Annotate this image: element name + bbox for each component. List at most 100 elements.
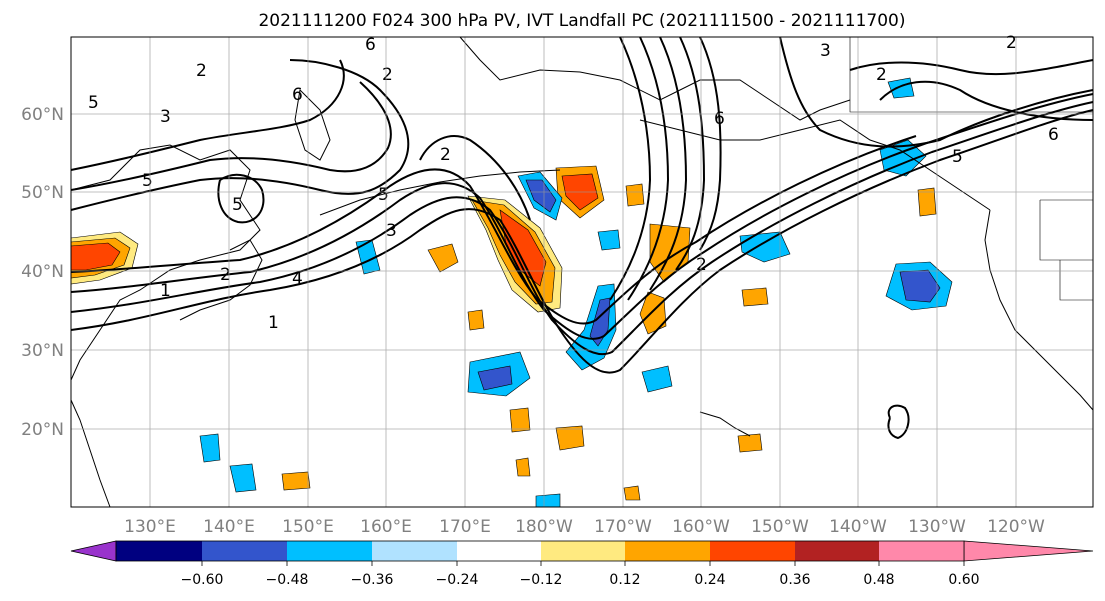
colorbar-segment [541,541,625,561]
contour-ridge-3 [649,36,688,291]
colorbar-right-extension [963,540,1094,562]
colorbar-tick-label: −0.36 [351,572,394,588]
colorbar-segment [372,541,457,561]
coast-east-asia [70,144,261,381]
anomaly-sub-negative-7 [535,493,561,508]
lon-label: 180°W [515,517,573,537]
coast-north-america [984,209,1094,411]
coast-japan-south [70,399,111,508]
contour-ridge-4 [675,36,706,271]
lon-label: 150°E [282,517,334,537]
contour-label: 1 [268,313,279,333]
lon-label: 160°W [672,517,730,537]
coast-kamchatka [294,88,331,161]
lat-label: 40°N [21,262,64,282]
latitude-labels: 60°N 50°N 40°N 30°N 20°N [21,105,64,440]
coast-hawaii [699,411,751,437]
contour-label: 4 [292,269,303,289]
contour-label: 5 [952,147,963,167]
contour-label: 1 [160,281,171,301]
contour-label: 2 [696,255,707,275]
colorbar-tick-label: −0.60 [181,572,224,588]
anomaly-sub-neg-core-1 [477,365,513,391]
lat-label: 20°N [21,420,64,440]
lon-label: 130°W [908,517,966,537]
figure-title: 2021111200 F024 300 hPa PV, IVT Landfall… [258,11,905,31]
colorbar-tick-marks [201,561,965,566]
contour-label-group: 6 2 5 3 6 5 1 2 4 1 2 3 5 2 3 6 2 5 2 6 … [88,33,1059,333]
anomaly-sub-negative-6 [597,229,621,251]
colorbar-segment [116,541,202,561]
gridlines [71,37,1093,507]
colorbar-tick-label: −0.12 [520,572,563,588]
colorbar-tick-label: 0.12 [609,572,640,588]
lat-label: 60°N [21,105,64,125]
anomaly-sub-positive-8 [625,183,645,207]
anomaly-sub-negative-4 [229,463,257,493]
anomaly-148w-negative [739,231,791,263]
contour-label: 5 [142,171,153,191]
colorbar-segment [625,541,710,561]
anomaly-sub-positive-1 [427,243,459,273]
contour-east-2 [849,59,1094,76]
border-us-states-1 [1039,200,1093,261]
colorbar-segment [457,541,541,561]
contour-jet-1 [70,109,1094,374]
colorbar-segment [879,541,964,561]
lat-label: 50°N [21,183,64,203]
anomaly-sub-positive-11 [623,485,641,501]
anomaly-sub-positive-4 [281,471,311,491]
anomaly-sub-positive-6 [741,287,769,307]
contour-label: 5 [88,93,99,113]
contour-jet-4 [70,135,917,325]
contour-label: 2 [1006,33,1017,53]
contour-ridge-5 [699,36,722,251]
anomaly-135w-neg-core [899,269,941,303]
colorbar-left-extension [70,540,117,562]
contour-label: 3 [160,107,171,127]
coast-japan [179,239,263,321]
colorbar-tick-label: −0.48 [266,572,309,588]
contour-north-1 [70,59,410,211]
lon-label: 170°E [439,517,491,537]
contour-label: 2 [382,65,393,85]
contour-east-3 [879,80,1094,121]
anomaly-sub-positive-2 [555,425,585,451]
contour-small-loop [887,404,910,440]
anomaly-50n-neg-core [525,179,557,213]
contour-east-1 [779,36,1094,148]
lat-label: 30°N [21,341,64,361]
anomaly-sub-positive-5 [467,309,485,331]
colorbar-segment [287,541,372,561]
map-frame [70,36,1094,508]
contour-label: 6 [365,35,376,55]
colorbar-tick-label: 0.48 [863,572,894,588]
anomaly-sub-negative-3 [199,433,221,463]
colorbar-tick-label: −0.24 [436,572,479,588]
colorbar-segment [710,541,795,561]
colorbar-tick-label: 0.36 [779,572,810,588]
colorbar-tick-label: 0.60 [948,572,979,588]
contour-label: 3 [820,41,831,61]
anomaly-sub-positive-9 [917,187,937,217]
lon-label: 130°E [124,517,176,537]
anomaly-sub-negative-2 [641,365,673,393]
lon-label: 120°W [987,517,1045,537]
colorbar-segment [795,541,879,561]
coast-aleutians [319,169,561,216]
contour-label: 2 [440,145,451,165]
lon-label: 160°E [360,517,412,537]
contour-ridge-1 [609,36,652,301]
map-panel: 6 2 5 3 6 5 1 2 4 1 2 3 5 2 3 6 2 5 2 6 … [70,33,1094,508]
pv-contours [70,36,1094,440]
lon-label: 170°W [594,517,652,537]
anomaly-sub-positive-7 [737,433,763,453]
contour-ridge-2 [627,36,670,301]
contour-label: 6 [292,85,303,105]
colorbar-tick-labels: −0.60 −0.48 −0.36 −0.24 −0.12 0.12 0.24 … [181,572,980,588]
anomaly-sub-positive-10 [515,457,531,477]
lon-label: 150°W [751,517,809,537]
contour-north-2 [70,81,392,191]
coast-alaska-south [639,119,991,211]
